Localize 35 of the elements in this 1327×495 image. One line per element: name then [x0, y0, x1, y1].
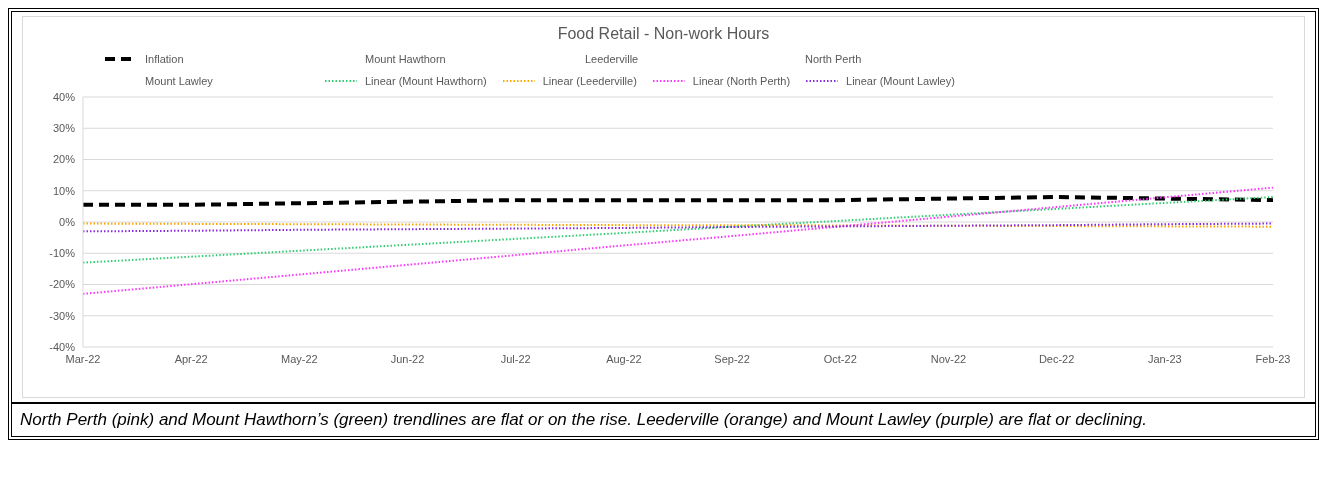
- x-tick-label: Sep-22: [714, 352, 750, 365]
- y-tick-label: -10%: [49, 247, 76, 260]
- legend-label: Linear (Leederville): [542, 75, 637, 87]
- x-tick-label: Dec-22: [1038, 352, 1075, 365]
- x-tick-label: Nov-22: [930, 352, 967, 365]
- x-tick-label: Mar-22: [65, 352, 101, 365]
- legend-label: Linear (Mount Lawley): [846, 75, 955, 87]
- line-series: [82, 196, 1274, 264]
- x-tick-label: Aug-22: [606, 352, 642, 365]
- line-series: [81, 195, 1275, 207]
- y-tick-label: 30%: [52, 122, 76, 135]
- line-series: [82, 186, 1274, 295]
- y-tick-label: -20%: [49, 278, 76, 291]
- x-tick-label: Feb-23: [1255, 352, 1291, 365]
- y-tick-label: 10%: [52, 184, 76, 197]
- text: Mount Lawley: [145, 75, 213, 87]
- text: Leederville: [585, 53, 639, 65]
- y-tick-label: 40%: [52, 90, 76, 103]
- x-tick-label: Jan-23: [1148, 352, 1182, 365]
- text: Mount Hawthorn: [365, 53, 446, 65]
- x-tick-label: Oct-22: [823, 352, 857, 365]
- x-tick-label: Apr-22: [174, 352, 208, 365]
- y-tick-label: 0%: [59, 215, 76, 228]
- legend-label: Linear (Mount Hawthorn): [365, 75, 487, 87]
- text: North Perth: [805, 53, 862, 65]
- y-tick-label: 20%: [52, 153, 76, 166]
- legend-label: Linear (North Perth): [692, 75, 791, 87]
- legend-label: Inflation: [145, 53, 184, 65]
- text: North Perth (pink) and Mount Hawthorn’s (green) trendlines are flat or on the rise. Leederville (orange) and Mount Lawley (purple) are flat or declining.: [20, 410, 1148, 430]
- x-tick-label: May-22: [281, 352, 318, 365]
- y-tick-label: -30%: [49, 309, 76, 322]
- chart-title: Food Retail - Non-work Hours: [556, 25, 771, 43]
- y-tick-label: -40%: [49, 340, 76, 353]
- x-tick-label: Jul-22: [500, 352, 531, 365]
- x-tick-label: Jun-22: [390, 352, 425, 365]
